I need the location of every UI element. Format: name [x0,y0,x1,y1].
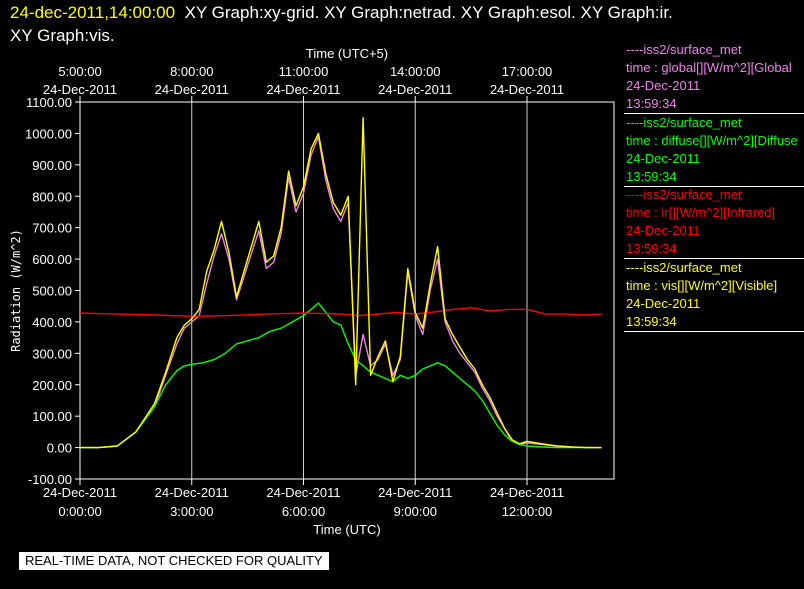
series-line-diffuse [80,302,602,449]
y-tick-label-6: 500.00 [32,284,72,299]
legend-separator [624,258,804,259]
x2-tick-time-3: 14:00:00 [390,64,441,79]
x-axis-label: Time (UTC) [313,522,380,537]
plot-frame [79,101,615,480]
x2-tick-date-2: 24-Dec-2011 [266,82,340,97]
x-tick-time-1: 3:00:00 [170,504,213,519]
x-tick-date-1: 24-Dec-2011 [155,485,229,500]
header-graph-list: XY Graph:xy-grid. XY Graph:netrad. XY Gr… [184,3,673,22]
x-tick-time-4: 12:00:00 [502,504,553,519]
x2-tick-date-1: 24-Dec-2011 [155,82,229,97]
legend-source: ----iss2/surface_met [626,260,742,275]
y-tick-label-5: 400.00 [32,315,72,330]
x-tick-time-0: 0:00:00 [58,504,101,519]
y-tick-label-4: 300.00 [32,346,72,361]
x-tick-date-0: 24-Dec-2011 [43,485,117,500]
legend-time: 13:59:34 [626,169,677,184]
y-tick-label-11: 1000.00 [25,126,72,141]
legend-var: time : vis[][W/m^2][Visible] [626,278,778,293]
legend-date: 24-Dec-2011 [626,151,701,166]
series-line-vis [80,116,602,449]
header-line-2: XY Graph:vis. [10,26,115,45]
y-tick-label-7: 600.00 [32,252,72,267]
x2-tick-time-2: 11:00:00 [279,64,329,79]
y-tick-label-3: 200.00 [32,378,72,393]
x2-tick-date-4: 24-Dec-2011 [490,82,564,97]
x-tick-date-4: 24-Dec-2011 [490,485,564,500]
legend-source: ----iss2/surface_met [626,187,742,202]
legend-date: 24-Dec-2011 [626,78,701,93]
legend-source: ----iss2/surface_met [626,115,742,130]
disclaimer-banner: REAL-TIME DATA, NOT CHECKED FOR QUALITY [19,552,329,570]
legend-date: 24-Dec-2011 [626,223,701,238]
series-line-ir [79,307,602,317]
legend-var: time : diffuse[][W/m^2][Diffuse [626,133,798,148]
x-tick-time-2: 6:00:00 [282,504,325,519]
y-tick-label-1: 0.00 [47,441,72,456]
y-tick-label-8: 700.00 [32,221,72,236]
legend-separator [624,186,804,187]
legend-time: 13:59:34 [626,241,677,256]
y-tick-label-0: -100.00 [28,472,72,487]
x2-axis-label: Time (UTC+5) [306,46,388,61]
x2-tick-time-4: 17:00:00 [502,64,553,79]
y-tick-label-9: 800.00 [32,189,72,204]
y-axis-label: Radiation (W/m^2) [9,229,23,352]
legend-time: 13:59:34 [626,314,677,329]
header-line-1: 24-dec-2011,14:00:00 XY Graph:xy-grid. X… [10,3,673,23]
x2-tick-time-0: 5:00:00 [58,64,101,79]
header-timestamp: 24-dec-2011,14:00:00 [10,3,176,22]
x2-tick-date-3: 24-Dec-2011 [378,82,452,97]
legend-source: ----iss2/surface_met [626,42,742,57]
legend-var: time : global[][W/m^2][Global [626,60,792,75]
legend-date: 24-Dec-2011 [626,296,701,311]
y-tick-label-2: 100.00 [32,409,72,424]
x-tick-date-2: 24-Dec-2011 [266,485,340,500]
x-tick-time-3: 9:00:00 [394,504,437,519]
x-tick-date-3: 24-Dec-2011 [378,485,452,500]
legend-var: time : ir[][W/m^2][Infrared] [626,205,776,220]
y-tick-label-10: 900.00 [32,158,72,173]
y-tick-label-12: 1100.00 [26,95,72,110]
x2-tick-date-0: 24-Dec-2011 [43,82,117,97]
legend-time: 13:59:34 [626,96,677,111]
legend-separator [624,331,804,332]
x2-tick-time-1: 8:00:00 [170,64,213,79]
legend-separator [624,113,804,114]
